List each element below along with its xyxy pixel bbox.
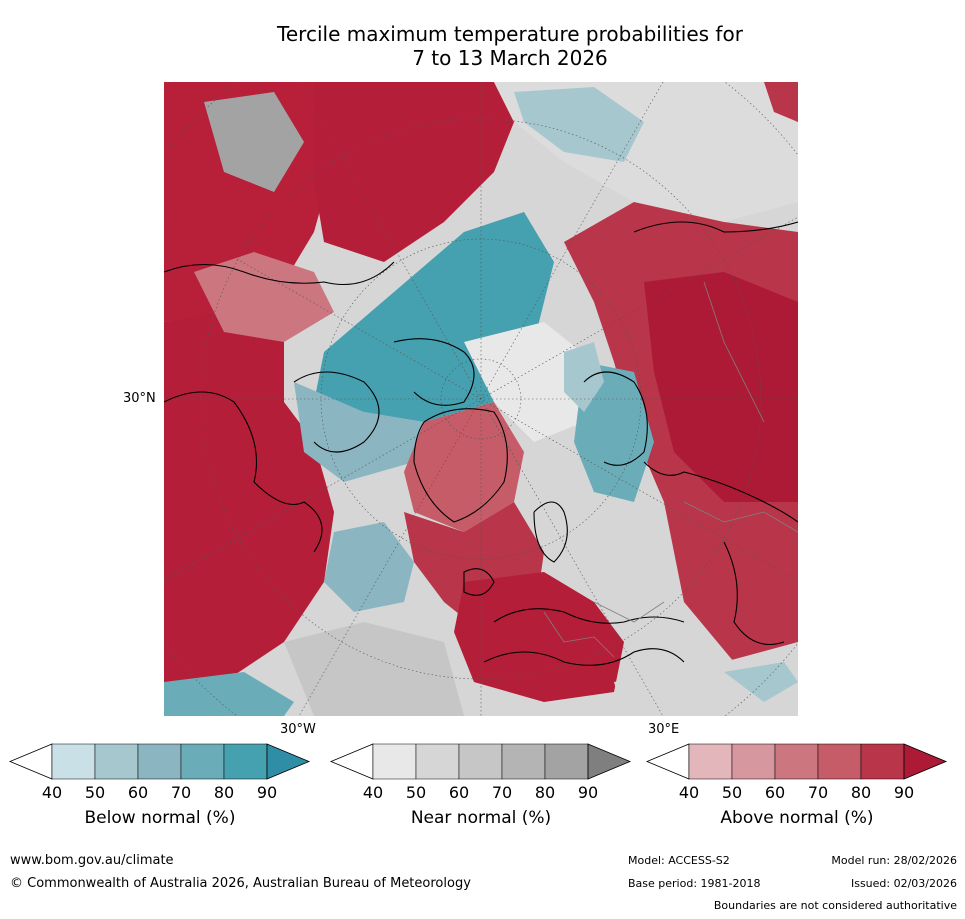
colorbar-near-swatch-2 <box>458 743 503 780</box>
colorbar-above-svg <box>645 743 948 780</box>
below-region-bottom-left <box>164 672 294 716</box>
colorbar-below-label: Below normal (%) <box>84 808 236 828</box>
above-region-pacific <box>314 82 514 262</box>
colorbar-below-swatch-2 <box>137 743 182 780</box>
colorbar-below-tick-70: 70 <box>170 783 192 802</box>
colorbar-near-swatch-4 <box>544 743 589 780</box>
near-region-arctic <box>464 322 594 442</box>
colorbar-near-tick-50: 50 <box>405 783 427 802</box>
colorbar-below-low-extend <box>8 743 53 780</box>
colorbar-below-tick-40: 40 <box>41 783 63 802</box>
model-name: Model: ACCESS-S2 <box>628 854 730 867</box>
above-region-west-mid <box>194 252 334 342</box>
below-region-scandinavia-light <box>564 342 604 412</box>
colorbar-near-label: Near normal (%) <box>410 808 552 828</box>
colorbar-below-tick-60: 60 <box>127 783 149 802</box>
colorbar-near-swatch-1 <box>415 743 460 780</box>
colorbar-near-svg <box>329 743 632 780</box>
near-region-europe-east <box>564 522 664 612</box>
colorbar-above-swatch-2 <box>774 743 819 780</box>
website-link[interactable]: www.bom.gov.au/climate <box>10 853 174 868</box>
near-region-bottom-right <box>614 642 798 716</box>
above-region-greenland <box>404 402 524 532</box>
below-region-atlantic <box>324 522 414 612</box>
colorbar-below-swatch-1 <box>94 743 139 780</box>
below-top-right <box>514 87 644 162</box>
colorbar-above-tick-50: 50 <box>721 783 743 802</box>
lat-label-30n: 30°N <box>123 391 156 406</box>
colorbar-above-swatch-0 <box>688 743 733 780</box>
above-region-europe <box>454 572 624 702</box>
colorbar-below-svg <box>8 743 311 780</box>
colorbar-below-swatch-3 <box>180 743 225 780</box>
colorbar-below-normal <box>8 743 311 780</box>
issued-date: Issued: 02/03/2026 <box>850 877 957 890</box>
colorbar-above-tick-40: 40 <box>678 783 700 802</box>
colorbar-near-tick-60: 60 <box>448 783 470 802</box>
boundaries-disclaimer: Boundaries are not considered authoritat… <box>713 899 957 912</box>
colorbar-above-tick-60: 60 <box>764 783 786 802</box>
map-canvas <box>164 82 798 716</box>
below-region-bottom-right <box>724 662 798 702</box>
colorbar-near-tick-40: 40 <box>362 783 384 802</box>
model-run: Model run: 28/02/2026 <box>831 854 957 867</box>
colorbar-above-label: Above normal (%) <box>720 808 874 828</box>
country-borders <box>543 281 798 658</box>
colorbar-near-tick-90: 90 <box>577 783 599 802</box>
probability-map <box>164 82 798 716</box>
above-region-west-large <box>164 312 334 702</box>
colorbar-below-high-extend <box>266 743 311 780</box>
colorbar-near-low-extend <box>329 743 374 780</box>
colorbar-near-swatch-0 <box>372 743 417 780</box>
colorbar-above-low-extend <box>645 743 690 780</box>
colorbar-below-swatch-0 <box>51 743 96 780</box>
colorbar-below-tick-90: 90 <box>256 783 278 802</box>
title-line-1: Tercile maximum temperature probabilitie… <box>277 22 743 46</box>
near-region-bottom <box>284 622 464 716</box>
colorbar-above-tick-90: 90 <box>893 783 915 802</box>
graticule <box>164 82 798 716</box>
above-region-central-asia <box>664 502 798 662</box>
colorbar-near-tick-70: 70 <box>491 783 513 802</box>
lon-label-30e: 30°E <box>648 722 680 737</box>
coastlines <box>164 221 798 666</box>
colorbar-above-normal <box>645 743 948 780</box>
above-top-corner <box>764 82 798 122</box>
colorbar-below-swatch-4 <box>223 743 268 780</box>
below-region-canada-light <box>294 382 424 482</box>
colorbar-above-high-extend <box>903 743 948 780</box>
colorbar-above-tick-70: 70 <box>807 783 829 802</box>
lon-label-30w: 30°W <box>280 722 316 737</box>
colorbar-near-tick-80: 80 <box>534 783 556 802</box>
colorbar-below-tick-80: 80 <box>213 783 235 802</box>
map-title: Tercile maximum temperature probabilitie… <box>160 22 860 70</box>
colorbar-above-swatch-3 <box>817 743 862 780</box>
colorbar-above-swatch-4 <box>860 743 905 780</box>
title-line-2: 7 to 13 March 2026 <box>412 46 608 70</box>
near-grey-pacific <box>204 92 304 192</box>
colorbar-above-tick-80: 80 <box>850 783 872 802</box>
copyright-text: © Commonwealth of Australia 2026, Austra… <box>10 876 471 891</box>
colorbar-near-high-extend <box>587 743 632 780</box>
base-period: Base period: 1981-2018 <box>628 877 761 890</box>
above-region-asia-core <box>644 272 798 502</box>
colorbar-near-swatch-3 <box>501 743 546 780</box>
colorbar-below-tick-50: 50 <box>84 783 106 802</box>
colorbar-near-normal <box>329 743 632 780</box>
colorbar-above-swatch-1 <box>731 743 776 780</box>
